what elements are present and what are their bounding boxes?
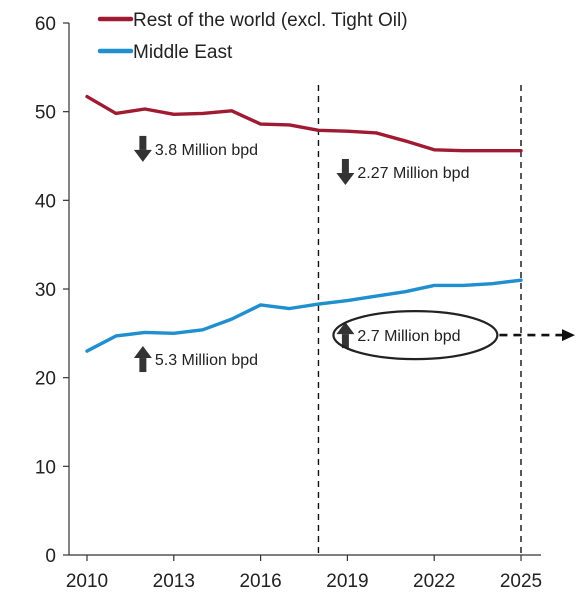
legend-label: Middle East [133, 42, 233, 63]
annotation-label: 5.3 Million bpd [155, 352, 258, 369]
x-tick-label: 2016 [239, 571, 281, 592]
y-tick-label: 20 [35, 369, 56, 390]
y-tick-label: 10 [35, 457, 56, 478]
x-tick-label: 2010 [66, 571, 108, 592]
legend-label: Rest of the world (excl. Tight Oil) [133, 10, 408, 31]
y-tick-label: 50 [35, 103, 56, 124]
axes: 0 10 20 30 40 50 60 2010 2013 2016 2019 2022 2025 [35, 14, 542, 592]
arrow-down-icon [336, 158, 355, 185]
highlight-ellipse [332, 310, 499, 361]
y-tick-label: 60 [35, 14, 56, 35]
series-line-middle-east [85, 278, 523, 353]
arrow-head [336, 172, 355, 185]
reference-lines [317, 85, 522, 555]
y-tick-label: 40 [35, 191, 56, 212]
series-lines [85, 94, 523, 353]
x-tick-label: 2019 [326, 571, 368, 592]
annotation-label: 2.27 Million bpd [357, 165, 469, 182]
x-tick-label: 2013 [153, 571, 195, 592]
y-tick-label: 30 [35, 280, 56, 301]
x-tick-label: 2025 [500, 571, 542, 592]
x-tick-label: 2022 [413, 571, 455, 592]
annotation-label: 3.8 Million bpd [155, 142, 258, 159]
arrow-shaft [139, 135, 147, 150]
arrow-head [336, 322, 355, 335]
annotations: 3.8 Million bpd 2.27 Million bpd 5.3 Milli… [133, 135, 575, 373]
arrow-up-icon [133, 346, 152, 373]
series-line-rest-of-world [85, 94, 523, 153]
arrow-head [133, 149, 152, 162]
arrow-head [133, 346, 152, 359]
arrow-down-icon [133, 135, 152, 162]
annotation-label: 2.7 Million bpd [357, 328, 460, 345]
arrow-up-icon [336, 322, 355, 349]
arrow-shaft [341, 158, 349, 173]
legend: Rest of the world (excl. Tight Oil) Middl… [97, 10, 408, 63]
y-tick-label: 0 [45, 546, 56, 567]
arrow-shaft [341, 334, 349, 349]
callout-arrow-head [562, 329, 575, 342]
arrow-shaft [139, 358, 147, 373]
